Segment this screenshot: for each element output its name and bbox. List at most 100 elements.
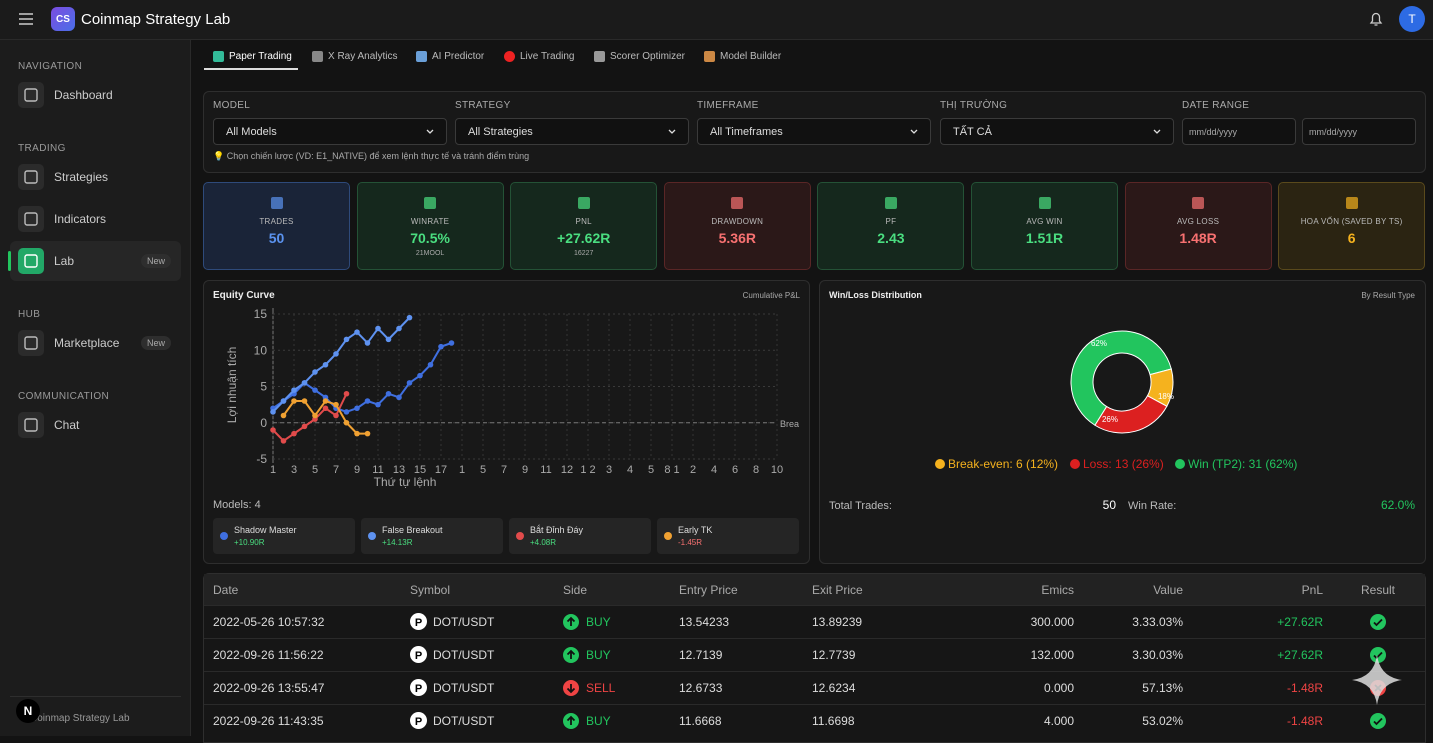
nav-item[interactable]: Chat bbox=[10, 405, 181, 445]
cell: 11.6668 bbox=[679, 714, 722, 728]
date-input[interactable]: mm/dd/yyyy bbox=[1182, 118, 1296, 145]
card-icon bbox=[270, 197, 283, 209]
equity-panel bbox=[203, 280, 810, 564]
data-point bbox=[312, 387, 318, 393]
nav-item[interactable]: Lab New bbox=[8, 241, 181, 281]
side-icon bbox=[563, 680, 579, 696]
nav-icon bbox=[18, 164, 44, 190]
cell: 57.13% bbox=[1142, 681, 1183, 695]
data-point bbox=[343, 419, 350, 426]
cell: BUY bbox=[586, 615, 611, 629]
data-point bbox=[280, 398, 287, 404]
x-tick-label: 1 2 bbox=[580, 464, 595, 476]
cell: 13.54233 bbox=[679, 615, 730, 629]
select[interactable]: TẤT CẢ bbox=[940, 118, 1174, 145]
legend-total: +10.90R bbox=[234, 538, 265, 547]
card-label: AVG WIN bbox=[1026, 217, 1063, 226]
tab-label: AI Predictor bbox=[432, 51, 485, 62]
data-point bbox=[322, 361, 329, 368]
stat-card: HOA VỐN (SAVED BY TS) 6 bbox=[1278, 182, 1426, 270]
legend-name: False Breakout bbox=[382, 525, 443, 535]
legend-total: +14.13R bbox=[382, 538, 413, 547]
column-header: Entry Price bbox=[679, 583, 738, 597]
date-input[interactable]: mm/dd/yyyy bbox=[1302, 118, 1416, 145]
svg-text:P: P bbox=[415, 650, 422, 662]
chart-subtitle: By Result Type bbox=[1361, 291, 1415, 300]
cell: 2022-09-26 13:55:47 bbox=[213, 681, 325, 695]
stat-card: AVG WIN 1.51R bbox=[971, 182, 1118, 270]
data-point bbox=[396, 394, 402, 401]
card-value: 6 bbox=[1347, 230, 1356, 246]
chevron bbox=[1153, 126, 1161, 137]
side-icon bbox=[563, 713, 579, 729]
card-value: 50 bbox=[268, 230, 285, 246]
cell: 12.6234 bbox=[812, 681, 856, 695]
chart-subtitle: Cumulative P&L bbox=[743, 291, 801, 300]
nav-item[interactable]: Marketplace New bbox=[10, 323, 181, 363]
nav-label: Lab bbox=[54, 254, 75, 268]
card-icon bbox=[577, 197, 590, 209]
x-tick-label: 5 bbox=[648, 464, 654, 476]
nav-item[interactable]: Strategies bbox=[10, 157, 181, 197]
tab[interactable]: Model Builder bbox=[704, 51, 781, 62]
x-tick-label: 9 bbox=[522, 464, 528, 476]
cell: 3.30.03% bbox=[1132, 648, 1183, 662]
tab[interactable]: Paper Trading bbox=[213, 51, 292, 62]
chart-title: Win/Loss Distribution bbox=[829, 290, 922, 300]
select[interactable]: All Strategies bbox=[455, 118, 689, 145]
tab[interactable]: AI Predictor bbox=[416, 51, 484, 62]
select[interactable]: All Models bbox=[213, 118, 447, 145]
tab[interactable]: Scorer Optimizer bbox=[594, 51, 685, 62]
y-tick-label: 0 bbox=[260, 416, 267, 430]
legend-total: +4.08R bbox=[530, 538, 557, 547]
data-point bbox=[406, 380, 413, 386]
card-label: PF bbox=[885, 217, 897, 226]
row-divider bbox=[204, 704, 1425, 705]
column-header: Emics bbox=[1041, 583, 1074, 597]
legend-label: Break-even: 6 (12%) bbox=[948, 457, 1058, 471]
card-value: 1.48R bbox=[1179, 230, 1217, 246]
data-point bbox=[427, 361, 434, 368]
tab[interactable]: X Ray Analytics bbox=[312, 51, 397, 62]
nav-label: Strategies bbox=[54, 170, 109, 184]
y-tick-label: -5 bbox=[256, 452, 267, 466]
avatar[interactable]: T bbox=[1399, 6, 1425, 32]
data-point bbox=[333, 401, 339, 408]
nav-icon bbox=[18, 206, 44, 232]
tab-label: Model Builder bbox=[720, 51, 782, 62]
active-tab-underline bbox=[204, 68, 298, 70]
nav-item[interactable]: Indicators bbox=[10, 199, 181, 239]
legend-name: Bắt Đỉnh Đáy bbox=[530, 525, 584, 535]
nav-item[interactable]: Dashboard bbox=[10, 75, 181, 115]
card-label: AVG LOSS bbox=[1176, 217, 1220, 226]
filter-label: THỊ TRƯỜNG bbox=[940, 100, 1008, 111]
menu-icon[interactable] bbox=[19, 13, 33, 25]
card-icon bbox=[1192, 197, 1205, 209]
column-header: PnL bbox=[1301, 583, 1323, 597]
data-point bbox=[343, 390, 350, 397]
nav-icon bbox=[18, 330, 44, 356]
bell-icon[interactable] bbox=[1369, 11, 1383, 27]
cell: 2022-09-26 11:56:22 bbox=[213, 648, 324, 662]
data-point bbox=[364, 340, 371, 346]
header: CS Coinmap Strategy Lab T bbox=[0, 0, 1433, 40]
x-tick-label: 3 bbox=[291, 464, 297, 476]
symbol-icon: P bbox=[410, 712, 427, 729]
result-icon bbox=[1370, 713, 1386, 729]
svg-text:P: P bbox=[415, 716, 422, 728]
data-point bbox=[301, 423, 308, 430]
logo: CS bbox=[51, 7, 75, 31]
sparkle-overlay bbox=[1352, 655, 1402, 705]
data-point bbox=[333, 412, 339, 419]
card-sub: 16227 bbox=[573, 250, 594, 257]
x-tick-label: 8 bbox=[753, 464, 759, 476]
card-icon bbox=[424, 197, 437, 209]
cell: 53.02% bbox=[1142, 714, 1183, 728]
select[interactable]: All Timeframes bbox=[697, 118, 931, 145]
select-value: All Models bbox=[226, 126, 277, 138]
data-point bbox=[312, 412, 318, 419]
tab[interactable]: Live Trading bbox=[504, 51, 574, 62]
data-point bbox=[354, 405, 360, 412]
